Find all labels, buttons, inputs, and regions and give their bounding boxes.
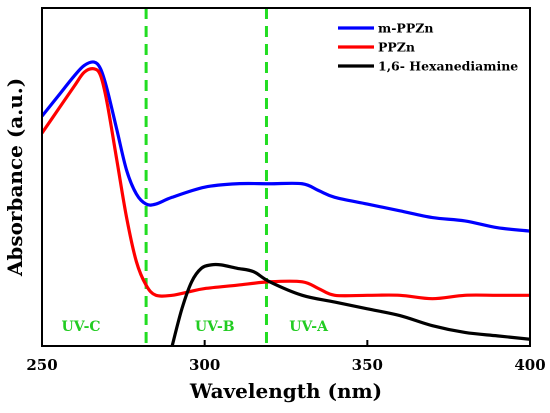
y-axis-title: Absorbance (a.u.) xyxy=(3,78,27,277)
legend: m-PPZn PPZn 1,6- Hexanediamine xyxy=(338,21,518,74)
x-axis-ticks: 250 300 350 400 xyxy=(26,340,546,374)
uv-region-labels: UV-C UV-B UV-A xyxy=(62,319,330,335)
series-line-m-ppzn xyxy=(42,60,530,233)
series-lines xyxy=(42,60,530,346)
x-tick-label-350: 350 xyxy=(352,356,383,374)
uv-divider-lines xyxy=(144,8,268,346)
legend-label-m-ppzn: m-PPZn xyxy=(378,21,433,36)
legend-label-ppzn: PPZn xyxy=(378,40,415,55)
region-label-uv-c: UV-C xyxy=(62,319,101,335)
x-tick-label-250: 250 xyxy=(26,356,57,374)
series-line-1-6-hexanediamine xyxy=(170,262,530,346)
x-axis-title: Wavelength (nm) xyxy=(189,379,382,403)
region-label-uv-b: UV-B xyxy=(195,319,235,335)
legend-label-1-6-hexanediamine: 1,6- Hexanediamine xyxy=(378,59,518,74)
x-tick-label-400: 400 xyxy=(514,356,545,374)
series-line-ppzn xyxy=(42,67,530,301)
x-tick-label-300: 300 xyxy=(189,356,220,374)
region-label-uv-a: UV-A xyxy=(289,319,329,335)
plot-frame xyxy=(41,7,531,347)
